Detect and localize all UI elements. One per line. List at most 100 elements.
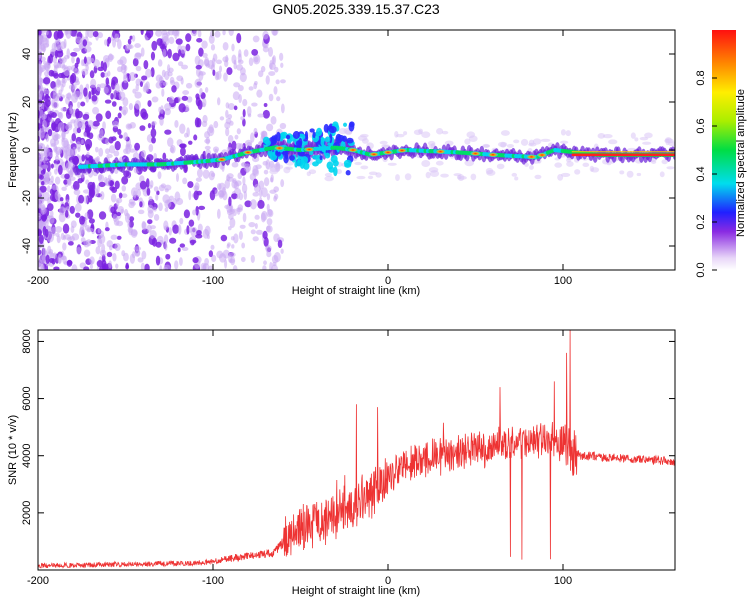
noise-blob [268,46,274,57]
noise-blob [141,221,147,231]
noise-blob [193,190,199,201]
noise-blob [112,252,117,262]
spectrogram-ytick-label: 40 [21,48,33,60]
noise-blob [164,242,168,251]
noise-blob [590,167,600,173]
noise-blob [64,173,70,180]
noise-blob [219,253,227,263]
noise-blob [241,242,246,249]
noise-blob [117,128,122,135]
noise-blob [237,84,244,92]
noise-blob [250,199,257,210]
noise-blob [118,91,126,101]
noise-blob [89,264,94,270]
ridge-blob [343,159,352,167]
noise-blob [276,96,281,102]
noise-blob [273,251,281,263]
noise-blob [597,132,606,139]
noise-blob [175,173,179,182]
snr-ytick-label: 2000 [21,501,33,525]
noise-blob [90,78,97,89]
noise-blob [236,64,244,71]
noise-blob [84,45,92,53]
noise-blob [155,255,161,266]
noise-blob [116,235,122,240]
noise-blob [396,133,405,138]
noise-blob [96,156,100,162]
noise-blob [179,257,183,266]
noise-blob [57,164,63,175]
noise-blob [174,260,179,270]
noise-blob [280,179,285,188]
noise-blob [659,171,665,178]
noise-blob [554,162,563,168]
noise-blob [74,203,82,212]
noise-blob [186,127,190,138]
noise-blob [242,109,246,118]
noise-blob [75,141,81,150]
noise-blob [212,146,220,153]
ridge-blob [295,140,302,147]
noise-blob [186,96,193,103]
noise-blob [199,88,203,95]
noise-blob [269,261,273,270]
ridge-blob [292,131,301,139]
noise-blob [42,77,51,85]
noise-blob [257,70,264,78]
noise-blob [164,184,172,191]
noise-blob [89,57,95,63]
ridge-blob [312,131,316,139]
noise-blob [242,98,248,107]
noise-blob [214,30,221,38]
noise-blob [44,70,50,77]
noise-blob [206,234,210,240]
noise-blob [666,166,675,170]
noise-blob [644,132,653,139]
noise-blob [66,260,73,266]
noise-blob [216,208,221,220]
noise-blob [47,129,53,137]
noise-blob [54,41,61,52]
noise-blob [266,123,274,132]
noise-blob [665,138,670,146]
noise-blob [210,44,216,51]
noise-blob [76,127,82,134]
noise-blob [132,190,137,199]
noise-blob [164,129,172,135]
noise-blob [242,176,246,186]
noise-blob [231,193,238,200]
noise-blob [88,91,92,100]
noise-blob [69,176,76,181]
noise-blob [195,93,200,100]
noise-blob [63,179,68,185]
noise-blob [145,178,150,188]
noise-blob [188,226,193,233]
noise-blob [250,132,255,143]
noise-blob [83,87,88,97]
noise-blob [182,177,188,185]
noise-blob [99,129,104,137]
noise-blob [231,43,235,52]
noise-blob [55,79,62,88]
noise-blob [135,65,142,72]
noise-blob [98,173,103,181]
noise-blob [83,56,87,64]
noise-blob [52,86,57,96]
noise-blob [136,189,142,198]
noise-blob [61,130,66,140]
noise-blob [268,93,274,102]
noise-blob [252,236,259,242]
noise-blob [134,142,141,151]
noise-blob [87,181,95,191]
noise-blob [42,64,47,70]
noise-blob [226,67,233,76]
noise-blob [79,215,85,226]
noise-blob [185,82,193,89]
colorbar-tick-label: 0.2 [695,214,707,229]
noise-blob [114,33,120,43]
noise-blob [56,31,64,39]
noise-blob [324,172,333,177]
noise-blob [639,136,649,141]
colorbar-tick-label: 0.8 [695,70,707,85]
noise-blob [440,173,449,178]
